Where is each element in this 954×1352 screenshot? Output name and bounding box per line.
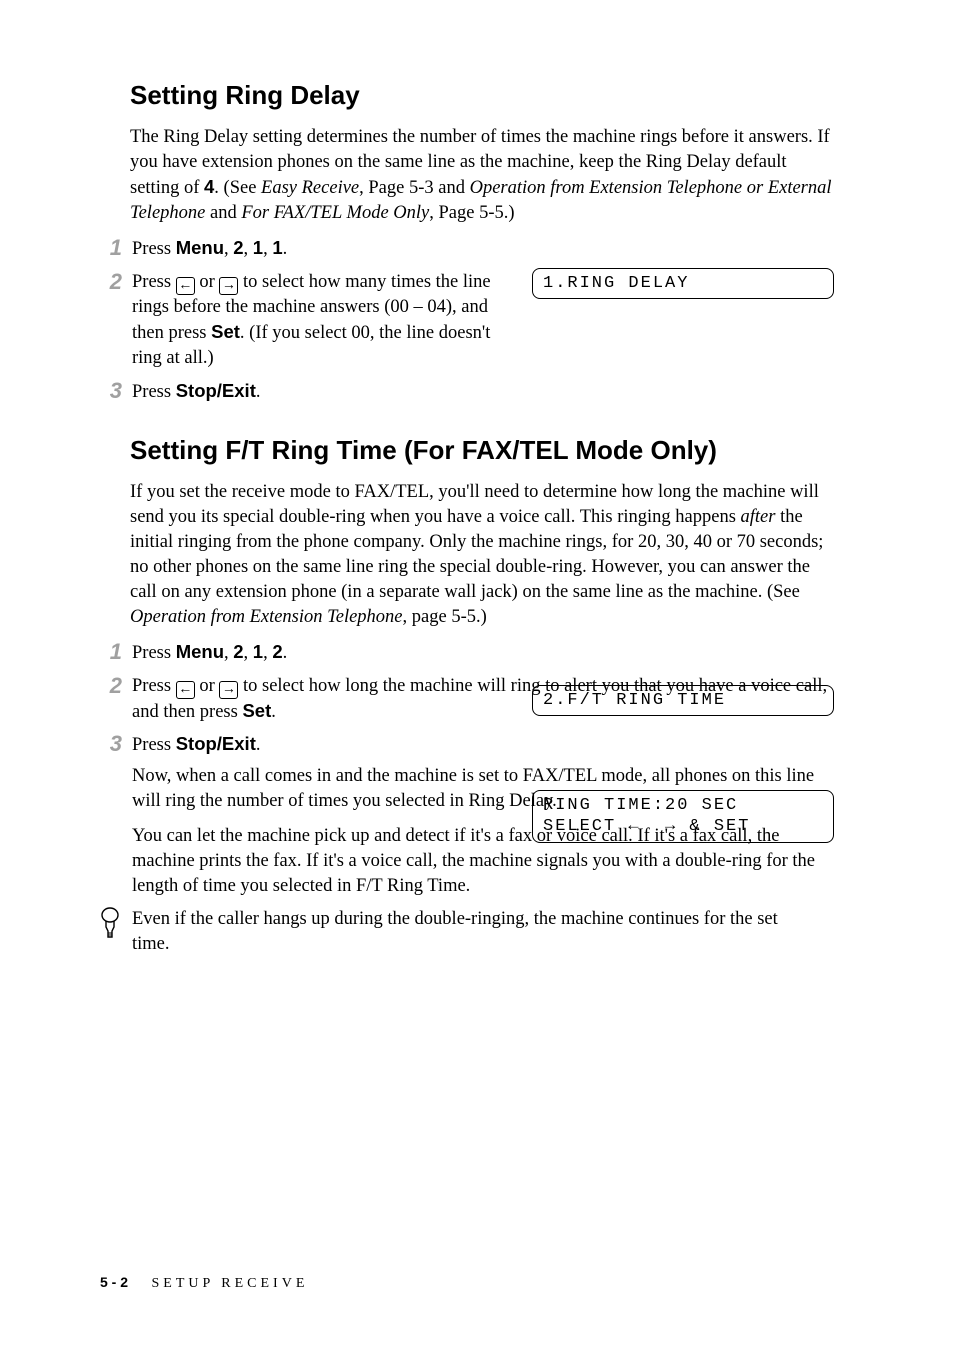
text: or (195, 272, 220, 292)
step-text: Press Stop/Exit. (132, 379, 834, 405)
step-text: Press Menu, 2, 1, 2. (132, 640, 502, 666)
text-bold: Set (211, 321, 240, 342)
heading-ring-delay: Setting Ring Delay (130, 80, 834, 111)
step-1b: 1 Press Menu, 2, 1, 2. (100, 640, 834, 666)
text: Press (132, 643, 176, 663)
note: Even if the caller hangs up during the d… (100, 907, 834, 957)
step-number: 2 (100, 270, 122, 294)
text-italic: after (741, 507, 776, 527)
text: Press (132, 272, 176, 292)
left-arrow-icon: ← (176, 277, 195, 295)
text-bold: Menu (176, 641, 224, 662)
text-italic: For FAX/TEL Mode Only (241, 203, 429, 223)
text: Press (132, 676, 176, 696)
lcd-display-2: 2.F/T RING TIME (532, 685, 834, 716)
page-content: Setting Ring Delay The Ring Delay settin… (100, 80, 834, 957)
step-number: 2 (100, 674, 122, 698)
intro-ft-ring: If you set the receive mode to FAX/TEL, … (130, 480, 834, 630)
text: . (See (214, 178, 261, 198)
text: , (263, 239, 272, 259)
step-1: 1 Press Menu, 2, 1, 1. (100, 236, 834, 262)
text: , (224, 239, 233, 259)
text-bold: Menu (176, 237, 224, 258)
text-bold: 2 (233, 641, 243, 662)
text-bold: 1 (253, 237, 263, 258)
text: , Page 5-3 and (359, 178, 469, 198)
text-bold: Stop/Exit (176, 733, 256, 754)
text-bold: 2 (233, 237, 243, 258)
lcd-text: 1.RING DELAY (532, 268, 834, 299)
section-ft-ring-time: Setting F/T Ring Time (For FAX/TEL Mode … (100, 435, 834, 958)
text: Press (132, 382, 176, 402)
text: . (256, 735, 261, 755)
text-bold: Set (242, 700, 271, 721)
note-icon (100, 907, 122, 957)
text: If you set the receive mode to FAX/TEL, … (130, 482, 819, 527)
step-number: 3 (100, 732, 122, 756)
step-3: 3 Press Stop/Exit. (100, 379, 834, 405)
text-bold: Stop/Exit (176, 380, 256, 401)
page-footer: 5 - 2 SETUP RECEIVE (100, 1274, 308, 1292)
text: , (244, 239, 253, 259)
intro-ring-delay: The Ring Delay setting determines the nu… (130, 125, 834, 226)
text: , (263, 643, 272, 663)
step-number: 3 (100, 379, 122, 403)
step-text: Press ← or → to select how many times th… (132, 270, 502, 371)
text-italic: Easy Receive (261, 178, 359, 198)
text: Press (132, 735, 176, 755)
text: , Page 5-5.) (429, 203, 514, 223)
text: , (244, 643, 253, 663)
text: Press (132, 239, 176, 259)
right-arrow-icon: → (219, 277, 238, 295)
text-bold: 2 (272, 641, 282, 662)
lcd-display-1: 1.RING DELAY (532, 268, 834, 299)
page-number: 5 - 2 (100, 1274, 128, 1290)
lcd-text: 2.F/T RING TIME (532, 685, 834, 716)
right-arrow-icon: → (219, 681, 238, 699)
text: and (205, 203, 241, 223)
section-ring-delay: Setting Ring Delay The Ring Delay settin… (100, 80, 834, 405)
chapter-name: SETUP RECEIVE (152, 1276, 309, 1291)
step-text: Press Menu, 2, 1, 1. (132, 236, 502, 262)
text: . (256, 382, 261, 402)
text: or (195, 676, 220, 696)
text: . (283, 239, 288, 259)
step-number: 1 (100, 640, 122, 664)
text: . (283, 643, 288, 663)
text-bold: 1 (272, 237, 282, 258)
lcd-display-3: RING TIME:20 SEC SELECT ← → & SET (532, 790, 834, 843)
text-bold: 1 (253, 641, 263, 662)
text-bold: 4 (204, 176, 214, 197)
text: , page 5-5.) (403, 607, 487, 627)
heading-ft-ring: Setting F/T Ring Time (For FAX/TEL Mode … (130, 435, 834, 466)
text-italic: Operation from Extension Telephone (130, 607, 403, 627)
text: . (271, 702, 276, 722)
lcd-text: RING TIME:20 SEC SELECT ← → & SET (532, 790, 834, 843)
text: , (224, 643, 233, 663)
note-text: Even if the caller hangs up during the d… (132, 907, 812, 957)
left-arrow-icon: ← (176, 681, 195, 699)
step-number: 1 (100, 236, 122, 260)
